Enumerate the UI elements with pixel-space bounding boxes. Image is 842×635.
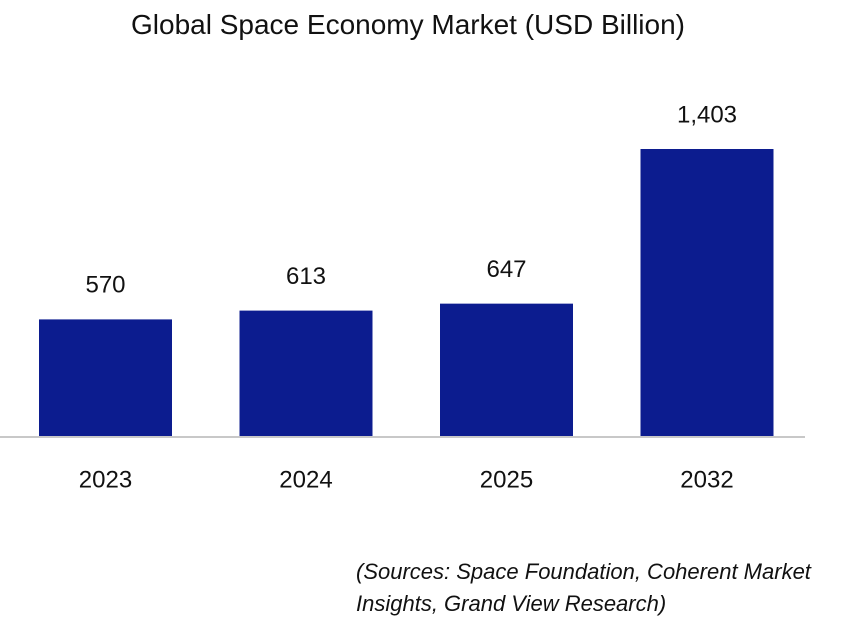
value-label: 1,403	[677, 101, 737, 128]
x-tick-label: 2032	[680, 466, 733, 493]
chart-title: Global Space Economy Market (USD Billion…	[131, 9, 685, 40]
bar	[640, 149, 774, 436]
value-label: 647	[486, 256, 526, 283]
bar	[39, 319, 172, 436]
value-label: 570	[85, 272, 125, 299]
chart: 570 2023 613 2024 647 2025 1,403 2032	[0, 101, 805, 493]
x-tick-label: 2023	[79, 466, 132, 493]
bar	[440, 303, 573, 436]
source-note: (Sources: Space Foundation, Coherent Mar…	[356, 559, 811, 616]
x-tick-label: 2025	[480, 466, 533, 493]
x-tick-label: 2024	[279, 466, 332, 493]
value-label: 613	[286, 263, 326, 290]
bar	[239, 310, 373, 436]
